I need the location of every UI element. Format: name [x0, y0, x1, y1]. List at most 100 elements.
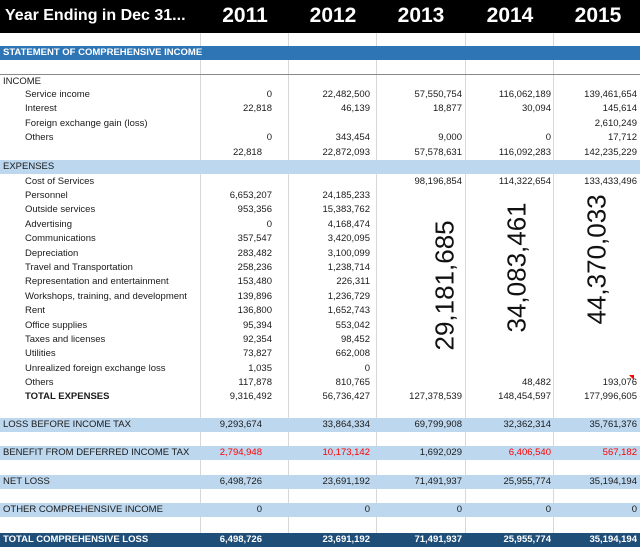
expense-row-4[interactable]: Advertising 0 4,168,474 [0, 218, 640, 232]
summary-row-5-label: TOTAL COMPREHENSIVE LOSS [3, 534, 149, 545]
expense-row-14-label: Unrealized foreign exchange loss [25, 362, 166, 374]
expense-row-11[interactable]: Office supplies 95,394 553,042 [0, 319, 640, 333]
expense-row-3-label: Outside services [25, 204, 96, 216]
total-expenses-row[interactable]: TOTAL EXPENSES 9,316,492 56,736,427 127,… [0, 390, 640, 404]
expense-row-11-2011: 95,394 [242, 319, 272, 331]
income-total-2012: 22,872,093 [322, 147, 370, 158]
summary-row-3[interactable]: NET LOSS 6,498,726 23,691,192 71,491,937 25,… [0, 475, 640, 490]
vertical-total-2014: 34,083,461 [501, 202, 532, 333]
income-row-1-2012: 22,482,500 [322, 89, 370, 100]
expense-row-6-2011: 283,482 [237, 247, 272, 259]
income-row-3[interactable]: Foreign exchange gain (loss) 2,610,249 [0, 117, 640, 131]
summary-row-4-2013: 0 [456, 504, 462, 515]
summary-row-5-2011: 6,498,726 [219, 534, 262, 545]
income-row-2-2015: 145,614 [602, 103, 637, 115]
expense-row-7-2011: 258,236 [237, 261, 272, 273]
comment-indicator-icon [629, 375, 634, 380]
expense-row-10-2011: 136,800 [237, 305, 272, 317]
summary-row-2-label: BENEFIT FROM DEFERRED INCOME TAX [3, 447, 190, 458]
expense-row-13-2011: 73,827 [242, 348, 272, 360]
expense-row-12[interactable]: Taxes and licenses 92,354 98,452 [0, 333, 640, 347]
expense-row-14-2011: 1,035 [248, 362, 272, 374]
expense-row-1[interactable]: Cost of Services 98,196,854 114,322,654 133… [0, 175, 640, 189]
income-total-2011: 22,818 [232, 147, 262, 158]
statement-title-row[interactable]: STATEMENT OF COMPREHENSIVE INCOME [0, 46, 640, 61]
summary-row-1[interactable]: LOSS BEFORE INCOME TAX 9,293,674 33,864,33… [0, 418, 640, 433]
expense-row-10-2012: 1,652,743 [327, 305, 370, 317]
summary-row-1-2012: 33,864,334 [322, 419, 370, 430]
expense-row-9-2012: 1,236,729 [327, 290, 370, 302]
expenses-heading-row[interactable]: EXPENSES [0, 160, 640, 175]
expense-row-2-2011: 6,653,207 [229, 189, 272, 201]
grid-line [553, 33, 554, 547]
year-header-bar: Year Ending in Dec 31... 2011 2012 2013 … [0, 0, 640, 33]
expense-row-4-2011: 0 [266, 218, 272, 230]
expense-row-7-label: Travel and Transportation [25, 261, 133, 273]
expense-row-6[interactable]: Depreciation 283,482 3,100,099 [0, 247, 640, 261]
expenses-heading: EXPENSES [3, 161, 55, 172]
income-total-2014: 116,092,283 [498, 147, 551, 158]
expense-row-13[interactable]: Utilities 73,827 662,008 [0, 347, 640, 361]
summary-row-3-label: NET LOSS [3, 476, 50, 487]
income-row-4[interactable]: Others 0 343,454 9,000 0 17,712 [0, 131, 640, 145]
expense-row-3[interactable]: Outside services 953,356 15,383,762 [0, 203, 640, 217]
income-row-4-2013: 9,000 [438, 132, 462, 144]
expense-row-15-label: Others [25, 377, 54, 389]
income-row-1[interactable]: Service income 0 22,482,500 57,550,754 116,0… [0, 88, 640, 102]
income-heading: INCOME [3, 76, 41, 87]
vertical-total-2013: 29,181,685 [429, 220, 460, 351]
summary-row-2-2014: 6,406,540 [508, 447, 551, 458]
year-2015: 2015 [574, 4, 622, 27]
expense-row-9[interactable]: Workshops, training, and development 139,… [0, 290, 640, 304]
summary-row-2-2013: 1,692,029 [419, 447, 462, 458]
expense-row-13-label: Utilities [25, 348, 56, 360]
expense-row-11-label: Office supplies [25, 319, 88, 331]
expense-row-2-label: Personnel [25, 189, 68, 201]
expense-row-5[interactable]: Communications 357,547 3,420,095 [0, 232, 640, 246]
income-row-1-2011: 0 [266, 89, 272, 100]
income-row-3-2015: 2,610,249 [594, 117, 637, 129]
expense-row-15-2011: 117,878 [238, 377, 272, 389]
expense-row-10[interactable]: Rent 136,800 1,652,743 [0, 304, 640, 318]
expense-row-12-label: Taxes and licenses [25, 333, 106, 345]
income-total-row[interactable]: 22,818 22,872,093 57,578,631 116,092,283… [0, 146, 640, 160]
expense-row-14[interactable]: Unrealized foreign exchange loss 1,035 0 [0, 362, 640, 376]
income-heading-row[interactable]: INCOME [0, 74, 640, 89]
income-row-2[interactable]: Interest 22,818 46,139 18,877 30,094 145,614 [0, 102, 640, 116]
expense-row-2-2012: 24,185,233 [322, 189, 370, 201]
expense-row-5-label: Communications [25, 233, 96, 245]
total-expenses-2014: 148,454,597 [498, 391, 551, 402]
expense-row-3-2011: 953,356 [237, 204, 272, 216]
expense-row-7[interactable]: Travel and Transportation 258,236 1,238,71… [0, 261, 640, 275]
grid-line [465, 33, 466, 547]
summary-row-3-2015: 35,194,194 [589, 476, 637, 487]
grid-line [288, 33, 289, 547]
total-expenses-label: TOTAL EXPENSES [25, 391, 110, 402]
expense-row-1-2015: 133,433,496 [584, 175, 637, 187]
income-row-3-label: Foreign exchange gain (loss) [25, 117, 148, 129]
summary-row-4[interactable]: OTHER COMPREHENSIVE INCOME 0 0 0 0 0 [0, 503, 640, 518]
summary-row-5[interactable]: TOTAL COMPREHENSIVE LOSS 6,498,726 23,691,… [0, 533, 640, 547]
income-row-2-2013: 18,877 [432, 103, 462, 115]
income-total-2015: 142,235,229 [584, 147, 637, 158]
summary-row-5-2015: 35,194,194 [589, 534, 637, 545]
expense-row-12-2011: 92,354 [242, 333, 272, 345]
summary-row-3-2013: 71,491,937 [414, 476, 462, 487]
expense-row-8[interactable]: Representation and entertainment 153,480 2… [0, 275, 640, 289]
expense-row-15[interactable]: Others 117,878 810,765 48,482 193,076 [0, 376, 640, 390]
year-ending-label: Year Ending in Dec 31... [5, 7, 186, 24]
expense-row-8-2011: 153,480 [237, 276, 272, 288]
summary-row-2[interactable]: BENEFIT FROM DEFERRED INCOME TAX 2,794,94… [0, 446, 640, 461]
summary-row-5-2013: 71,491,937 [414, 534, 462, 545]
expense-row-13-2012: 662,008 [335, 348, 370, 360]
year-2014: 2014 [486, 4, 534, 27]
income-row-1-2015: 139,461,654 [584, 89, 637, 100]
expense-row-15-2015: 193,076 [602, 377, 637, 389]
expense-row-14-2012: 0 [364, 362, 370, 374]
total-expenses-2013: 127,378,539 [409, 391, 462, 402]
expense-row-4-2012: 4,168,474 [327, 218, 370, 230]
expense-row-2[interactable]: Personnel 6,653,207 24,185,233 [0, 189, 640, 203]
income-row-1-2013: 57,550,754 [414, 89, 462, 100]
expense-row-1-2014: 114,322,654 [498, 175, 551, 187]
income-total-2013: 57,578,631 [414, 147, 462, 158]
